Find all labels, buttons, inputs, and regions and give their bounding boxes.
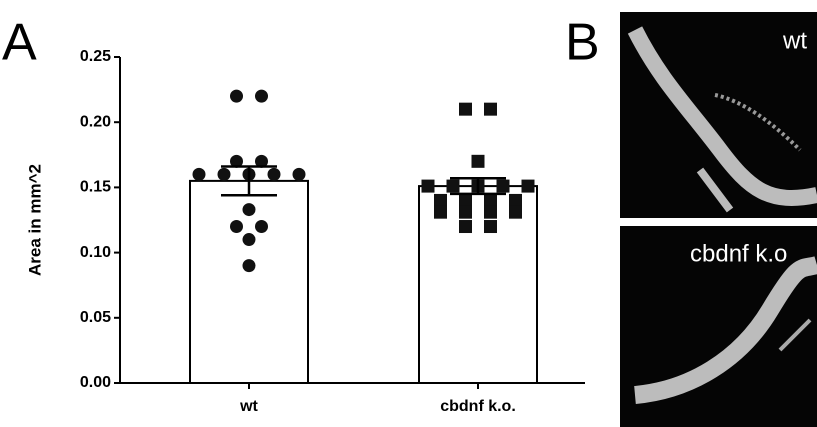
data-point <box>484 193 497 207</box>
data-point <box>496 179 510 193</box>
data-point <box>230 154 243 168</box>
data-point <box>267 167 281 181</box>
data-point <box>192 167 206 181</box>
micrograph: cbdnf k.o <box>620 226 817 427</box>
bar <box>418 185 538 384</box>
y-tick-label: 0.00 <box>80 374 111 391</box>
y-tick-label: 0.25 <box>80 48 111 65</box>
data-point <box>255 89 268 103</box>
panel-label: A <box>2 14 37 72</box>
data-point <box>230 220 243 234</box>
y-tick-label: 0.15 <box>80 179 111 196</box>
x-tick-label: cbdnf k.o. <box>440 398 516 415</box>
data-point <box>421 179 435 193</box>
image-label: cbdnf k.o <box>690 240 787 267</box>
data-point <box>446 179 460 193</box>
data-point <box>509 205 522 219</box>
y-tick-label: 0.20 <box>80 113 111 130</box>
data-point <box>521 179 535 193</box>
data-point <box>471 154 485 168</box>
data-point <box>255 220 268 234</box>
data-point <box>459 220 472 234</box>
y-axis-label: Area in mm^2 <box>25 164 44 276</box>
data-point <box>459 102 472 116</box>
micrograph: wt <box>620 12 817 218</box>
x-tick-label: wt <box>239 398 258 415</box>
y-tick-label: 0.05 <box>80 309 111 326</box>
data-point <box>459 205 472 219</box>
data-point <box>292 167 306 181</box>
data-point <box>255 154 268 168</box>
data-point <box>230 89 243 103</box>
data-point <box>434 193 447 207</box>
y-tick-label: 0.10 <box>80 244 111 261</box>
data-point <box>242 203 256 217</box>
data-point <box>459 193 472 207</box>
data-point <box>484 220 497 234</box>
data-point <box>484 102 497 116</box>
data-point <box>484 205 497 219</box>
data-point <box>509 193 522 207</box>
data-point <box>242 233 256 247</box>
panel-label: B <box>565 14 600 72</box>
data-point <box>242 259 256 273</box>
image-label: wt <box>782 27 807 54</box>
data-point <box>217 167 231 181</box>
data-point <box>434 205 447 219</box>
